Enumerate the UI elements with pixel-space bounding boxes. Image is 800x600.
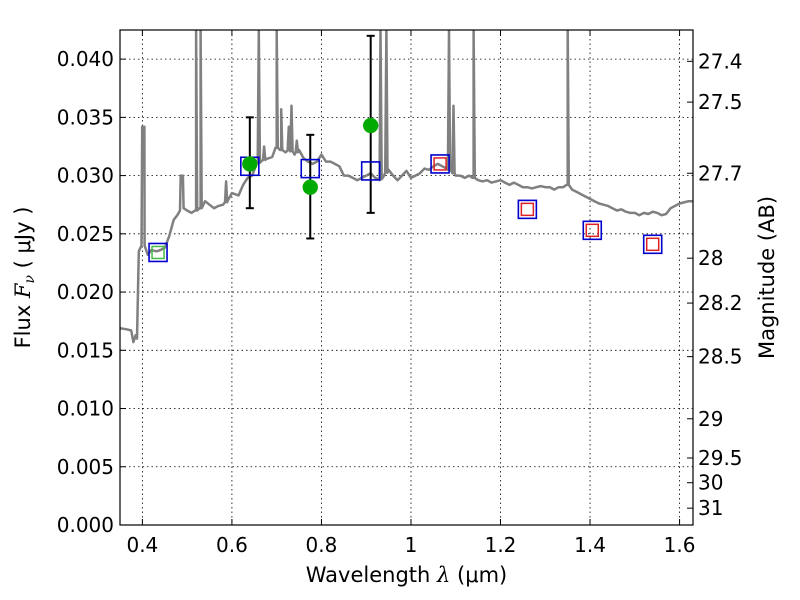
- y-tick-label: 0.035: [57, 105, 114, 129]
- y-tick-label: 0.020: [57, 280, 114, 304]
- y-tick-label: 0.025: [57, 222, 114, 246]
- x-tick-label: 0.4: [126, 533, 158, 557]
- y2-tick-label: 30: [698, 471, 723, 495]
- y-tick-label: 0.005: [57, 455, 114, 479]
- blue-square-marker: [148, 242, 168, 263]
- observed-point: [242, 156, 258, 172]
- y2-tick-label: 27.4: [698, 49, 743, 73]
- y2-tick-label: 31: [698, 496, 723, 520]
- y-tick-label: 0.040: [57, 47, 114, 71]
- y-axis-title: Flux Fν ( μJy ): [11, 207, 38, 349]
- x-tick-label: 0.6: [216, 533, 248, 557]
- y2-tick-label: 29: [698, 407, 723, 431]
- plot-frame: [119, 29, 694, 526]
- blue-square-marker: [517, 199, 538, 220]
- y2-tick-label: 29.5: [698, 446, 743, 470]
- x-tick-label: 1.4: [574, 533, 606, 557]
- red-square-marker: [520, 202, 535, 217]
- x-tick-label: 1.6: [664, 533, 696, 557]
- y2-tick-label: 28.5: [698, 345, 743, 369]
- red-square-marker: [433, 157, 447, 171]
- blue-square-marker: [642, 234, 663, 255]
- y2-axis-title: Magnitude (AB): [755, 196, 779, 359]
- axes: 0.4 0.6 0.8 1 1.2 1.4 1.6 0.000 0.005 0.010 0.015 0…: [11, 30, 779, 587]
- blue-square-marker: [360, 161, 381, 181]
- observed-point: [362, 117, 379, 134]
- grid: [120, 30, 693, 526]
- y-tick-label: 0.010: [57, 397, 114, 421]
- y2-tick-label: 28: [698, 246, 723, 270]
- model-spectrum: [120, 30, 693, 344]
- spectrum-line: [120, 30, 693, 344]
- band-marker: [151, 245, 165, 260]
- red-square-marker: [585, 223, 600, 238]
- y2-tick-label: 27.7: [698, 161, 743, 185]
- y-tick-label: 0.030: [57, 164, 114, 188]
- blue-square-marker: [582, 220, 603, 241]
- y2-tick-label: 28.2: [698, 291, 743, 315]
- blue-square-marker: [430, 154, 450, 174]
- x-tick-label: 1: [405, 533, 418, 557]
- observed-point: [302, 179, 319, 195]
- x-tick-label: 0.8: [306, 533, 338, 557]
- blue-square-marker: [300, 158, 321, 179]
- x-axis-title: Wavelength λ (μm): [306, 563, 507, 587]
- y-tick-label: 0.000: [57, 513, 114, 537]
- y-tick-label: 0.015: [57, 338, 114, 362]
- red-square-marker: [645, 237, 660, 252]
- x-tick-label: 1.2: [485, 533, 517, 557]
- y2-tick-label: 27.5: [698, 90, 743, 114]
- photometry-markers: [148, 34, 663, 263]
